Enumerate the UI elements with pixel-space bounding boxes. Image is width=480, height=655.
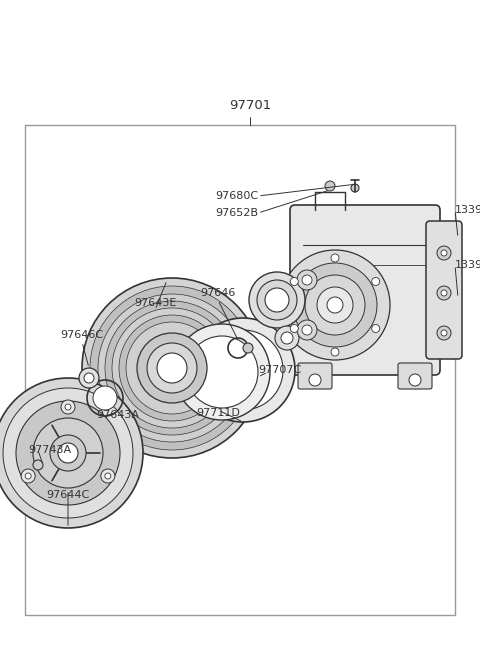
- Circle shape: [351, 184, 359, 192]
- Circle shape: [101, 469, 115, 483]
- Circle shape: [90, 286, 254, 450]
- Circle shape: [317, 287, 353, 323]
- Circle shape: [372, 278, 380, 286]
- Circle shape: [297, 320, 317, 340]
- Circle shape: [441, 290, 447, 296]
- Circle shape: [302, 325, 312, 335]
- Text: 1339CC: 1339CC: [455, 260, 480, 270]
- Circle shape: [157, 353, 187, 383]
- Circle shape: [305, 275, 365, 335]
- Circle shape: [243, 343, 253, 353]
- Circle shape: [441, 250, 447, 256]
- Circle shape: [84, 373, 94, 383]
- Circle shape: [147, 343, 197, 393]
- Circle shape: [293, 263, 377, 347]
- Text: 97711D: 97711D: [196, 408, 240, 418]
- Circle shape: [265, 288, 289, 312]
- Circle shape: [93, 386, 117, 410]
- Circle shape: [280, 250, 390, 360]
- Circle shape: [98, 294, 246, 442]
- Circle shape: [33, 418, 103, 488]
- Circle shape: [257, 280, 297, 320]
- Circle shape: [112, 308, 232, 428]
- Text: 97646C: 97646C: [60, 330, 104, 340]
- Circle shape: [331, 348, 339, 356]
- Circle shape: [249, 272, 305, 328]
- Circle shape: [0, 378, 143, 528]
- Circle shape: [58, 443, 78, 463]
- Circle shape: [437, 326, 451, 340]
- Text: 97707C: 97707C: [258, 365, 301, 375]
- Text: 1339CC: 1339CC: [455, 205, 480, 215]
- Circle shape: [186, 336, 258, 408]
- Circle shape: [137, 333, 207, 403]
- Circle shape: [327, 297, 343, 313]
- Text: 97652B: 97652B: [215, 208, 258, 218]
- Circle shape: [119, 315, 225, 421]
- Circle shape: [79, 368, 99, 388]
- Circle shape: [275, 326, 299, 350]
- Circle shape: [16, 401, 120, 505]
- Circle shape: [25, 473, 31, 479]
- Circle shape: [33, 460, 43, 470]
- Bar: [25, 125, 455, 615]
- FancyBboxPatch shape: [426, 221, 462, 359]
- Circle shape: [290, 278, 298, 286]
- Circle shape: [203, 330, 283, 410]
- Circle shape: [126, 322, 218, 414]
- Circle shape: [297, 270, 317, 290]
- Circle shape: [309, 374, 321, 386]
- Circle shape: [82, 278, 262, 458]
- Circle shape: [331, 254, 339, 262]
- FancyBboxPatch shape: [398, 363, 432, 389]
- Circle shape: [65, 404, 71, 410]
- Circle shape: [437, 246, 451, 260]
- Circle shape: [50, 435, 86, 471]
- Text: 97646: 97646: [200, 288, 236, 298]
- Text: 97643A: 97643A: [96, 410, 140, 420]
- Circle shape: [325, 181, 335, 191]
- Text: 97680C: 97680C: [215, 191, 258, 201]
- Circle shape: [191, 318, 295, 422]
- FancyBboxPatch shape: [290, 205, 440, 375]
- Circle shape: [105, 301, 239, 435]
- Text: 97644C: 97644C: [47, 490, 90, 500]
- Circle shape: [105, 473, 111, 479]
- Circle shape: [372, 324, 380, 333]
- Circle shape: [281, 332, 293, 344]
- Circle shape: [302, 275, 312, 285]
- Text: 97701: 97701: [229, 99, 271, 112]
- Circle shape: [3, 388, 133, 518]
- Circle shape: [21, 469, 35, 483]
- Circle shape: [290, 324, 298, 333]
- Circle shape: [441, 330, 447, 336]
- Circle shape: [174, 324, 270, 420]
- Circle shape: [409, 374, 421, 386]
- Circle shape: [437, 286, 451, 300]
- Text: 97643E: 97643E: [134, 298, 176, 308]
- Text: 97743A: 97743A: [28, 445, 71, 455]
- FancyBboxPatch shape: [298, 363, 332, 389]
- Circle shape: [61, 400, 75, 414]
